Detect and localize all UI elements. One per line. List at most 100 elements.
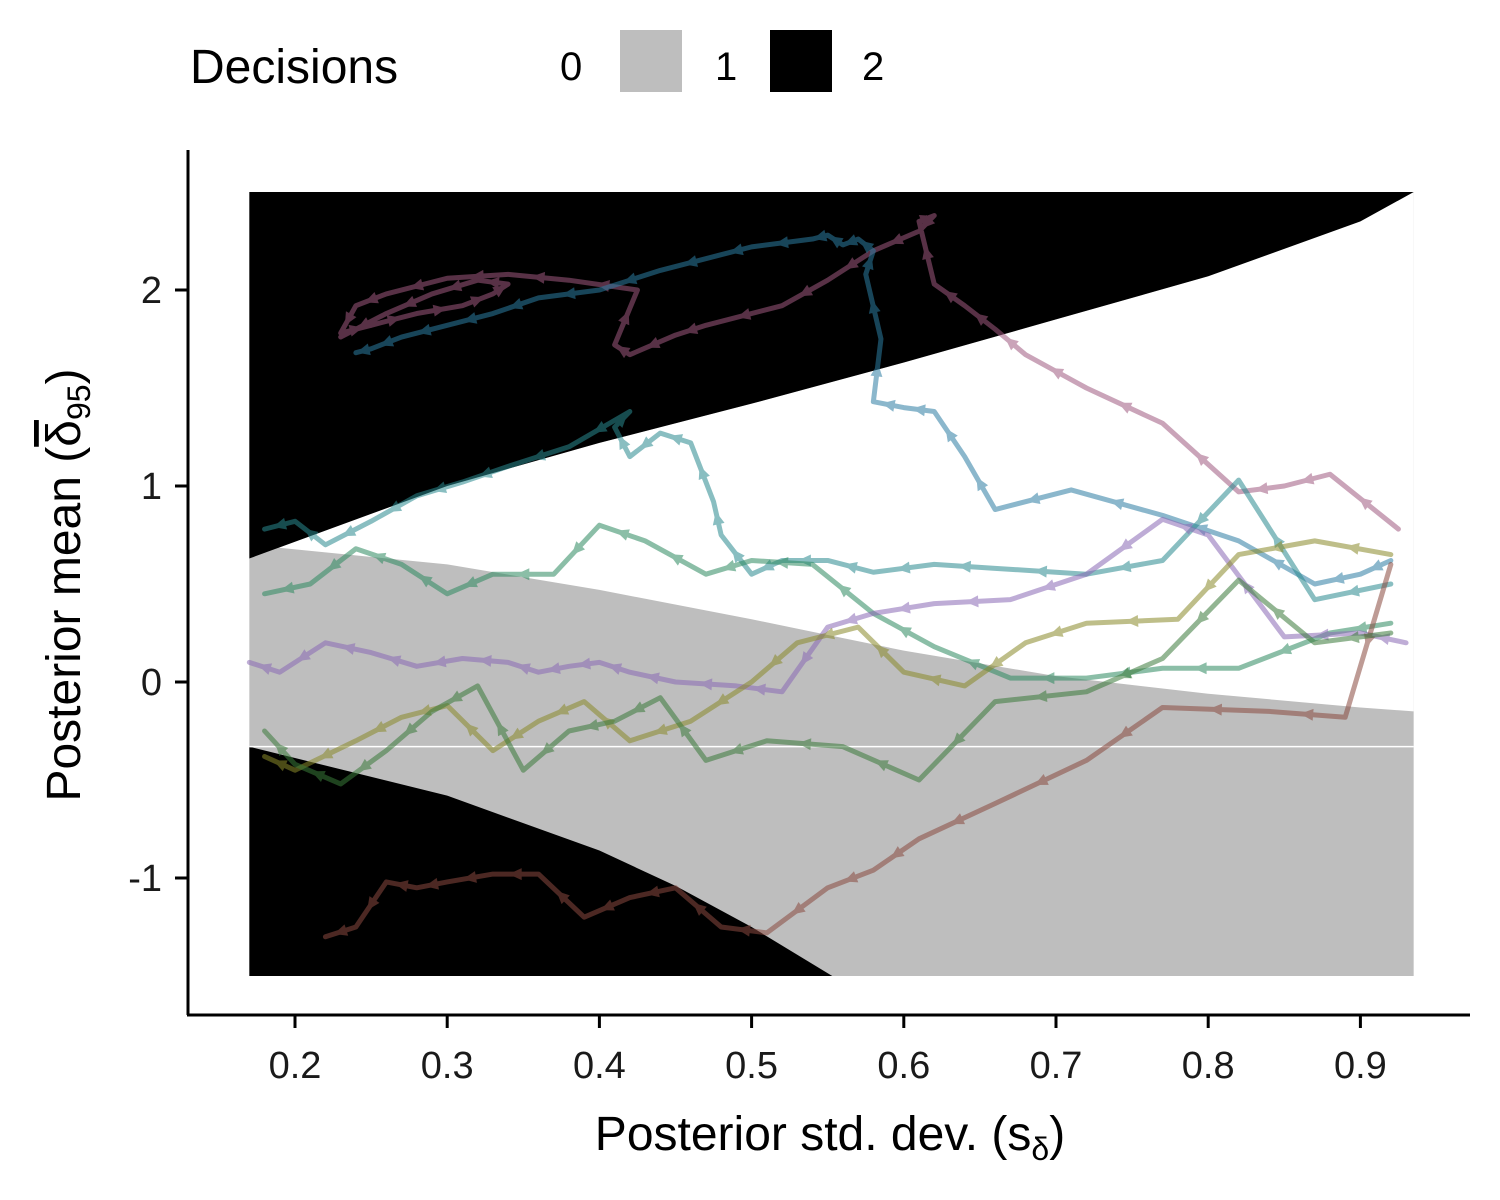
- trajectory-darkgreen-point: [678, 723, 692, 738]
- trajectory-steelblue-point: [1026, 492, 1041, 505]
- trajectory-green-point: [615, 529, 630, 541]
- trajectory-green-point: [722, 559, 737, 572]
- trajectory-green-point: [1353, 621, 1368, 634]
- y-axis-title: Posterior mean (δ95): [38, 368, 97, 801]
- trajectory-teal-point: [1117, 560, 1132, 573]
- trajectory-mauve-point: [409, 278, 425, 291]
- trajectory-olive-point: [1049, 625, 1064, 637]
- trajectory-lavender-point: [896, 601, 911, 614]
- trajectory-steelblue-point: [1369, 559, 1384, 571]
- trajectory-steelblue-point: [1270, 558, 1285, 571]
- trajectory-brown: [322, 561, 1394, 940]
- trajectory-lavender-point: [698, 678, 713, 691]
- trajectory-lavender-point: [1118, 538, 1133, 551]
- trajectory-mauve-point: [1049, 367, 1065, 380]
- trajectory-mauve-point: [344, 311, 357, 326]
- trajectory-lavender-point: [1315, 628, 1329, 641]
- trajectory-mauve-point: [531, 271, 546, 284]
- x-axis-ticks: 0.2 0.3 0.4 0.5 0.6 0.7 0.8 0.9: [269, 1015, 1387, 1087]
- trajectory-steelblue-point: [683, 255, 699, 267]
- trajectory-mauve-point: [448, 279, 463, 292]
- trajectory-lavender-point: [645, 672, 660, 685]
- trajectory-mauve-point: [684, 322, 699, 335]
- trajectory-mauve: [338, 213, 1401, 532]
- trajectory-steelblue-point: [729, 243, 744, 256]
- y-tick-label: 0: [141, 662, 162, 704]
- trajectory-lavender-point: [296, 649, 311, 662]
- trajectory-darkgreen-point: [403, 722, 418, 736]
- trajectory-steelblue-point: [379, 335, 395, 347]
- trajectory-darkgreen: [262, 577, 1394, 787]
- y-tick-label: 2: [141, 270, 162, 312]
- trajectory-teal-point: [593, 420, 608, 433]
- trajectory-lavender-point: [800, 651, 814, 666]
- trajectory-olive: [262, 538, 1394, 773]
- trajectory-mauve-point: [364, 292, 379, 304]
- trajectory-teal-point: [712, 511, 725, 526]
- trajectory-steelblue-point: [829, 236, 844, 249]
- trajectory-darkgreen-point: [357, 758, 372, 772]
- y-axis-ticks: -1 0 1 2: [128, 270, 188, 900]
- trajectory-brown-point: [1300, 708, 1314, 721]
- trajectory-olive-line: [262, 538, 1394, 773]
- legend-title: Decisions: [190, 41, 398, 94]
- trajectory-darkgreen-point: [952, 732, 966, 746]
- trajectory-mauve-point: [616, 345, 631, 359]
- trajectory-teal-point: [1195, 511, 1210, 526]
- trajectory-darkgreen-point: [631, 701, 646, 713]
- trajectory-teal-point: [613, 414, 628, 428]
- trajectory-green: [262, 522, 1394, 685]
- trajectory-olive-point: [319, 747, 334, 759]
- trajectory-green-point: [571, 541, 586, 555]
- trajectory-teal-point: [432, 481, 448, 493]
- trajectory-darkgreen-point: [311, 770, 326, 783]
- x-tick-label: 0.8: [1182, 1045, 1235, 1087]
- trajectory-mauve-point: [737, 308, 752, 320]
- trajectory-darkgreen-point: [797, 738, 812, 751]
- trajectory-steelblue-point: [844, 234, 859, 246]
- trajectory-mauve-point: [402, 295, 418, 307]
- trajectory-lavender-point: [341, 643, 356, 655]
- trajectory-teal-point: [531, 449, 547, 461]
- trajectory-olive-point: [820, 627, 836, 640]
- trajectory-darkgreen-point: [497, 721, 509, 737]
- trajectory-brown-point: [508, 868, 522, 881]
- trajectory-darkgreen-point: [275, 742, 289, 757]
- trajectory-teal-point: [896, 561, 911, 574]
- trajectory-mauve-point: [974, 313, 989, 326]
- decision-regions: [249, 192, 1414, 976]
- trajectory-mauve-point: [1358, 497, 1373, 511]
- trajectory-green-point: [372, 552, 387, 565]
- trajectory-mauve-point: [1195, 452, 1210, 467]
- trajectory-mauve-point: [922, 245, 934, 261]
- trajectory-olive-point: [769, 653, 783, 667]
- trajectory-mauve-point: [1004, 337, 1019, 351]
- trajectory-teal-point: [387, 500, 403, 512]
- trajectory-teal-point: [304, 528, 319, 542]
- trajectory-darkgreen-point: [1033, 690, 1048, 703]
- trajectory-darkgreen-point: [448, 690, 463, 703]
- trajectory-steelblue-point: [463, 312, 478, 324]
- trajectory-olive-point: [273, 760, 288, 772]
- trajectory-mauve-point: [844, 257, 859, 270]
- trajectory-mauve-point: [492, 285, 507, 298]
- trajectory-steelblue-point: [1110, 498, 1125, 511]
- trajectory-mauve-point: [485, 276, 500, 289]
- trajectory-green-point: [837, 584, 852, 598]
- legend-swatch-2: [770, 30, 832, 92]
- trajectory-steelblue-point: [868, 299, 881, 314]
- trajectory-brown-point: [367, 896, 380, 911]
- trajectory-teal-point: [957, 560, 972, 573]
- trajectory-green-point: [327, 557, 342, 571]
- x-tick-label: 0.9: [1334, 1045, 1387, 1087]
- trajectory-mauve-point: [943, 290, 958, 304]
- trajectory-green-point: [669, 554, 684, 566]
- trajectory-lavender-point: [965, 595, 979, 608]
- trajectory-brown-point: [693, 902, 707, 916]
- trajectory-series: [246, 213, 1409, 940]
- trajectory-mauve-point: [1254, 482, 1269, 495]
- trajectory-lavender-point: [432, 655, 447, 668]
- trajectory-green-point: [1041, 672, 1055, 685]
- trajectory-teal-point: [1345, 584, 1360, 597]
- trajectory-mauve-point: [386, 315, 401, 327]
